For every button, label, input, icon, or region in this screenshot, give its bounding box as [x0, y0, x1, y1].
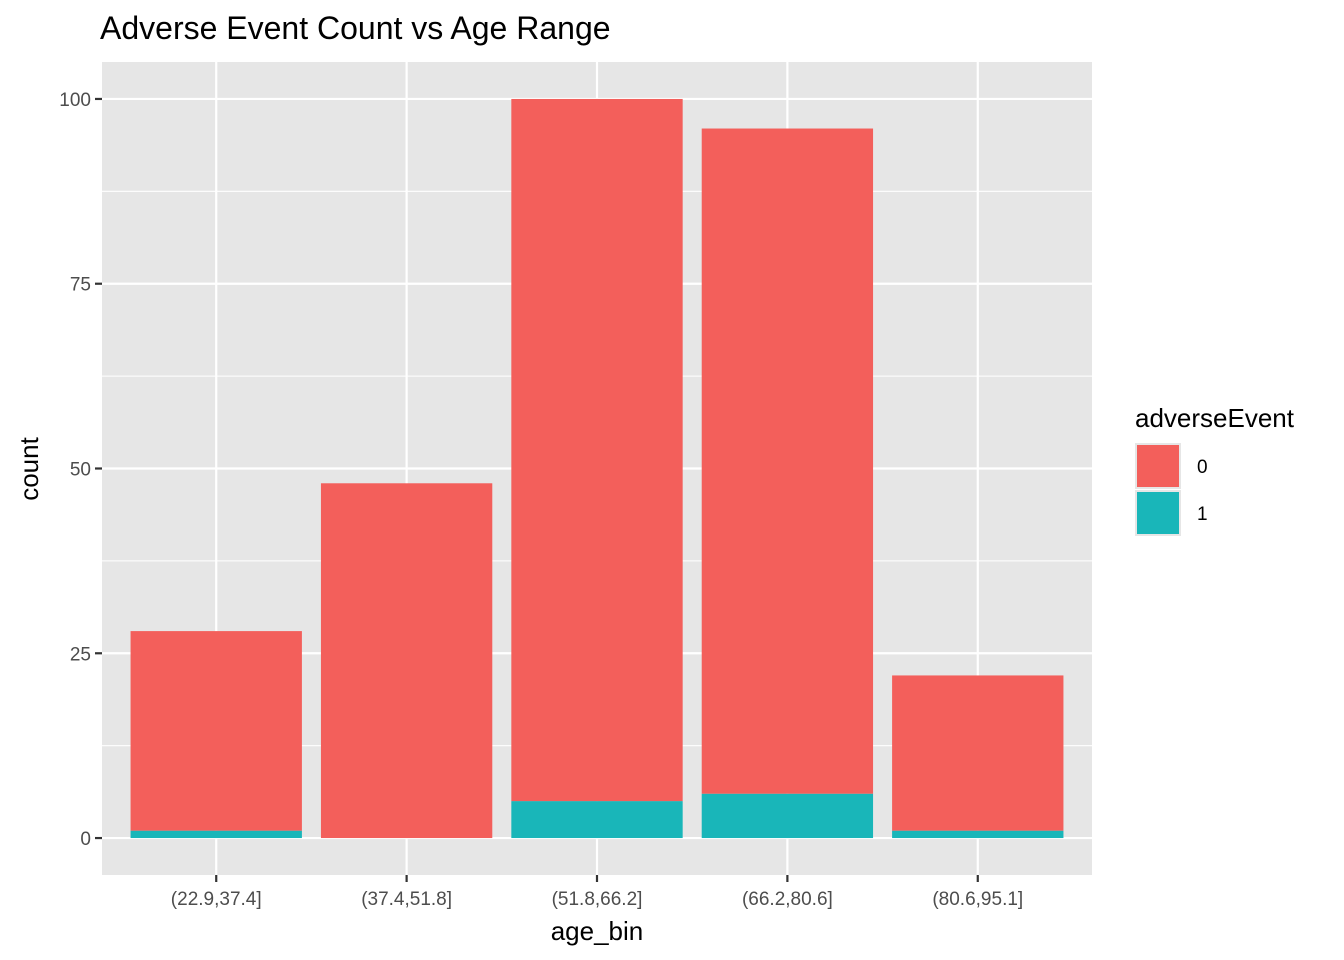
legend-key: [1137, 492, 1179, 534]
bar-segment: [511, 801, 683, 839]
chart-title: Adverse Event Count vs Age Range: [100, 10, 611, 46]
y-tick-label: 25: [70, 644, 91, 665]
bar-segment: [130, 830, 302, 839]
legend-key: [1137, 445, 1179, 487]
bar-segment: [320, 483, 493, 839]
y-axis-title: count: [14, 436, 44, 500]
x-tick-label: (66.2,80.6]: [742, 889, 833, 910]
y-tick-label: 0: [80, 829, 91, 850]
x-tick-label: (22.9,37.4]: [171, 889, 262, 910]
x-tick-label: (51.8,66.2]: [552, 889, 643, 910]
y-tick-label: 100: [59, 90, 91, 111]
x-axis-title: age_bin: [551, 916, 644, 946]
bar-segment: [892, 830, 1064, 839]
y-tick-label: 75: [70, 275, 91, 296]
bar-segment: [701, 128, 874, 794]
y-tick-label: 50: [70, 460, 91, 481]
bar-segment: [130, 631, 302, 831]
bars: [130, 98, 1064, 839]
y-axis: 0 25 50 75 100: [59, 90, 102, 850]
legend: adverseEvent 0 1: [1135, 403, 1295, 536]
x-tick-label: (37.4,51.8]: [361, 889, 452, 910]
legend-label: 1: [1197, 504, 1208, 525]
legend-title: adverseEvent: [1135, 403, 1295, 433]
legend-label: 0: [1197, 457, 1208, 478]
x-axis: (22.9,37.4] (37.4,51.8] (51.8,66.2] (66.2,8…: [171, 875, 1023, 910]
x-tick-label: (80.6,95.1]: [932, 889, 1023, 910]
bar-segment: [511, 98, 683, 802]
bar-segment: [892, 675, 1064, 831]
bar-segment: [701, 793, 874, 839]
